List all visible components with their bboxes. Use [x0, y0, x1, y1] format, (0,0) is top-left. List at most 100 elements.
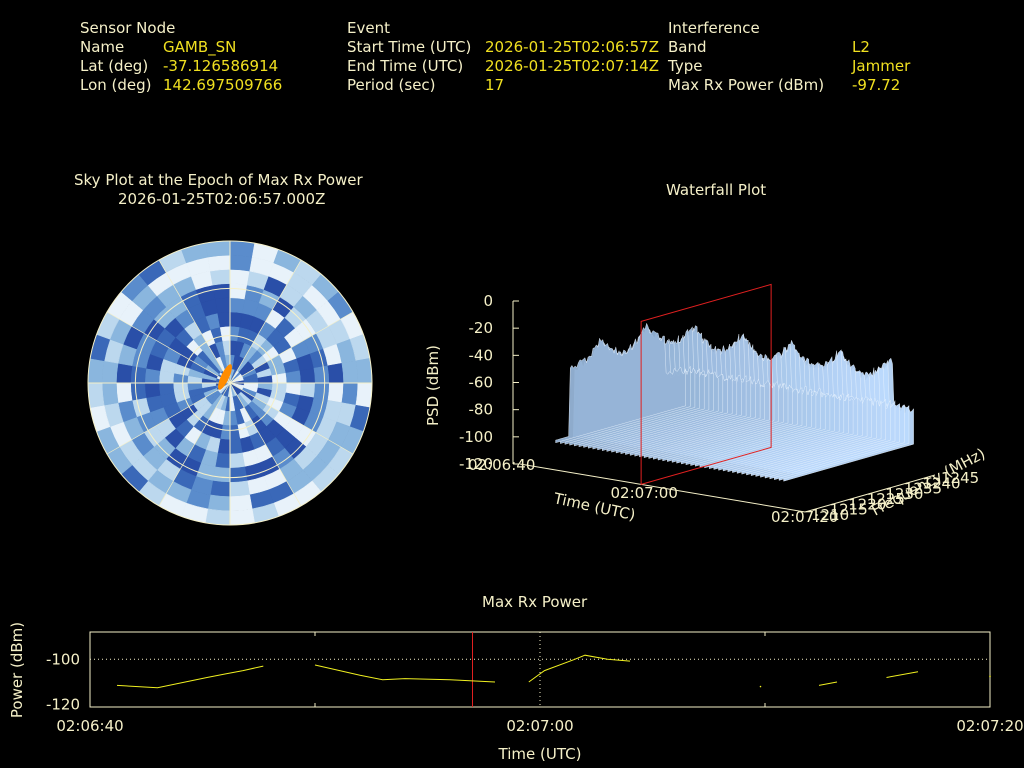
waterfall-slice: [592, 327, 723, 450]
sky-cell: [212, 466, 231, 483]
sky-cell: [209, 480, 231, 497]
sky-cell: [269, 390, 287, 403]
sky-cell: [239, 312, 255, 330]
sky-cell: [122, 325, 145, 350]
sky-cell: [136, 411, 157, 434]
sky-cell: [202, 368, 219, 379]
sky-ring: [182, 335, 278, 431]
sky-cell: [205, 312, 221, 330]
sky-cell: [266, 419, 285, 438]
sky-spoke: [229, 311, 354, 384]
sky-cell: [187, 368, 204, 379]
sky-cell: [155, 327, 176, 348]
sky-source-marker: [218, 364, 232, 390]
sky-cell: [253, 444, 273, 464]
sky-cell: [186, 410, 203, 427]
sky-cell: [210, 326, 223, 344]
sky-cell: [327, 362, 344, 384]
sky-cell: [229, 297, 246, 314]
sky-cell: [299, 367, 316, 384]
sky-cell: [302, 284, 329, 311]
sky-cell: [96, 426, 120, 455]
waterfall-surface: [555, 322, 914, 482]
power-trace-segment: [818, 681, 838, 686]
sky-cell: [229, 382, 238, 397]
waterfall-slice: [564, 326, 696, 445]
waterfall-freq-tick-label: 1235: [904, 480, 942, 498]
sky-cell: [195, 284, 216, 304]
sky-cell: [229, 370, 240, 384]
waterfall-slice: [732, 349, 863, 473]
waterfall-slice: [657, 343, 789, 461]
sky-cell: [145, 395, 164, 413]
sky-cell: [215, 394, 226, 411]
sky-cell: [172, 372, 189, 384]
waterfall-slice: [713, 356, 844, 470]
waterfall-slice: [690, 345, 821, 466]
sky-cell: [190, 270, 214, 290]
waterfall-slice: [569, 330, 700, 446]
power-title: Max Rx Power: [482, 593, 588, 611]
waterfall-slice: [774, 366, 905, 480]
waterfall-freq-tick-label: 1245: [941, 469, 979, 487]
sky-cell: [215, 355, 226, 372]
waterfall-time-tick-label: 02:07:20: [771, 508, 838, 526]
sky-cell: [305, 309, 329, 334]
sky-cell: [311, 273, 340, 302]
sky-cell: [257, 382, 273, 391]
sky-cell: [138, 259, 167, 286]
sky-cell: [296, 353, 315, 371]
waterfall-slice: [667, 345, 798, 462]
sky-cell: [194, 431, 211, 451]
sky-cell: [323, 343, 343, 367]
waterfall-slice: [583, 326, 714, 448]
sky-cell: [181, 242, 209, 264]
waterfall-psd-tick-label: -80: [469, 401, 494, 419]
sky-cell: [153, 306, 176, 329]
sky-cell: [131, 455, 158, 482]
sky-cell: [89, 404, 111, 432]
sky-cell: [266, 328, 285, 347]
power-frame: [89, 631, 991, 708]
sky-cell: [131, 397, 151, 418]
sky-cell: [147, 469, 174, 495]
sky-cell: [215, 340, 226, 357]
sky-cell: [224, 368, 231, 384]
sky-cell: [250, 415, 267, 433]
waterfall-slice: [602, 330, 733, 451]
sky-cell: [165, 296, 188, 319]
sky-cell: [249, 489, 275, 510]
sky-cell: [229, 371, 242, 384]
sky-cell: [247, 350, 263, 366]
sky-cell: [89, 334, 111, 362]
sky-cell: [349, 404, 371, 432]
sky-cell: [187, 444, 207, 464]
power-y-tick-label: -120: [46, 696, 80, 714]
sky-cell: [327, 382, 344, 404]
sky-spoke: [229, 259, 302, 384]
sky-cell: [165, 447, 188, 470]
sky-cell: [263, 275, 288, 298]
sky-cell: [279, 284, 304, 308]
sky-cell: [172, 275, 197, 298]
sky-cell: [328, 318, 351, 345]
sky-cell: [303, 332, 324, 355]
waterfall-slice: [718, 354, 849, 471]
sky-cell: [236, 393, 249, 408]
sky-cell: [284, 327, 305, 348]
sky-cell: [229, 354, 236, 370]
sky-cell: [201, 329, 216, 347]
sky-cell: [205, 508, 231, 526]
waterfall-freq-tick-label: 1225: [867, 490, 905, 508]
sky-cell: [273, 493, 302, 517]
waterfall-freq-label: Frequency (MHz): [868, 444, 988, 519]
sky-cell: [243, 345, 258, 362]
sky-cell: [215, 377, 231, 384]
sky-cell: [355, 358, 373, 384]
sky-cell: [229, 410, 238, 426]
sky-cell: [136, 332, 157, 355]
sky-cell: [242, 298, 260, 317]
sky-cell: [142, 295, 167, 320]
sky-cell: [284, 306, 307, 329]
sky-cell: [201, 382, 217, 389]
